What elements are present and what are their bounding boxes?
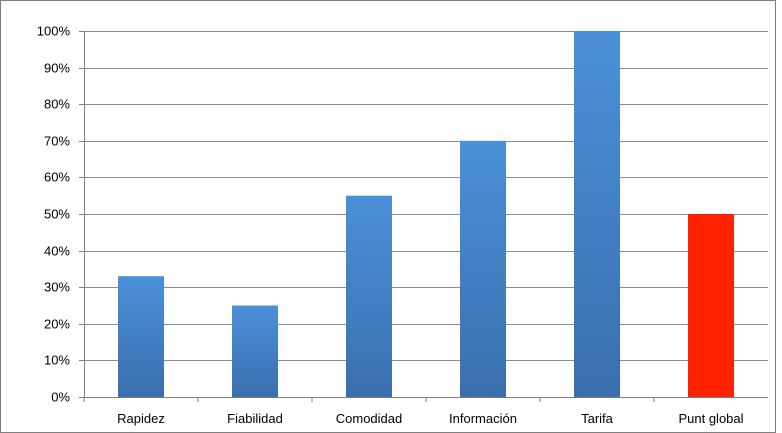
- gridlines: [79, 31, 768, 398]
- bars: [83, 31, 734, 402]
- y-axis-tick-labels: 0% 10% 20% 30% 40% 50% 60% 70% 80% 90% 100%: [37, 24, 71, 405]
- x-tick-label: Fiabilidad: [227, 411, 283, 426]
- x-tick-label: Rapidez: [117, 411, 165, 426]
- y-tick-label: 20%: [44, 317, 70, 332]
- x-axis-tick-labels: Rapidez Fiabilidad Comodidad Información Tar…: [117, 411, 743, 426]
- bar-tarifa: [574, 31, 620, 397]
- bar-punt-global: [688, 214, 734, 397]
- x-tick-label: Información: [449, 411, 517, 426]
- x-tick-label: Punt global: [678, 411, 743, 426]
- x-tick-label: Comodidad: [336, 411, 403, 426]
- y-tick-label: 10%: [44, 353, 70, 368]
- y-tick-label: 30%: [44, 280, 70, 295]
- bar-información: [460, 140, 506, 398]
- y-tick-label: 80%: [44, 97, 70, 112]
- bar-fiabilidad: [232, 305, 278, 397]
- bar-comodidad: [346, 195, 392, 397]
- y-tick-label: 100%: [37, 24, 71, 39]
- y-tick-label: 50%: [44, 207, 70, 222]
- axes: [84, 31, 768, 398]
- y-tick-label: 90%: [44, 61, 70, 76]
- y-tick-label: 0%: [51, 390, 70, 405]
- bar-rapidez: [118, 276, 164, 397]
- y-tick-label: 40%: [44, 244, 70, 259]
- y-tick-label: 60%: [44, 170, 70, 185]
- x-tick-label: Tarifa: [581, 411, 614, 426]
- y-tick-label: 70%: [44, 134, 70, 149]
